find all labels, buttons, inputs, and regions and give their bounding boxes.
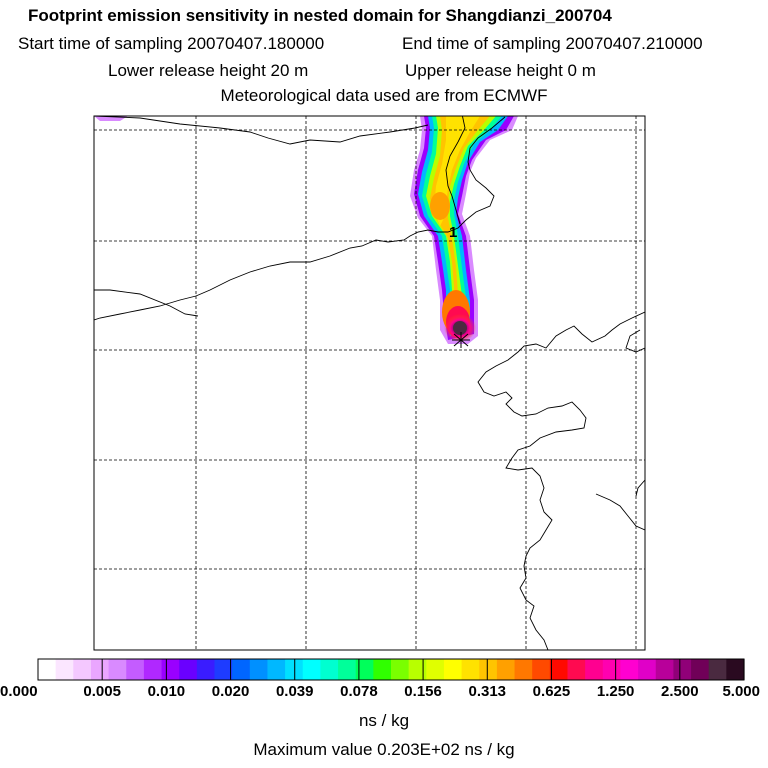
colorbar-swatch <box>267 659 286 680</box>
colorbar-swatch <box>391 659 410 680</box>
colorbar-swatch <box>479 659 498 680</box>
colorbar-tick-label: 0.078 <box>340 683 378 700</box>
colorbar-tick-label: 2.500 <box>661 683 699 700</box>
colorbar-swatch <box>708 659 727 680</box>
colorbar-swatch <box>232 659 251 680</box>
colorbar-swatch <box>214 659 233 680</box>
colorbar-swatch <box>161 659 180 680</box>
colorbar-swatch <box>355 659 374 680</box>
colorbar-swatch <box>126 659 145 680</box>
colorbar <box>37 658 745 681</box>
colorbar-swatch <box>549 659 569 680</box>
colorbar-swatch <box>585 659 604 680</box>
colorbar-swatch <box>496 659 516 680</box>
colorbar-tick-label: 0.156 <box>404 683 442 700</box>
colorbar-tick-label: 0.010 <box>147 683 186 700</box>
end-time-label: End time of sampling 20070407.210000 <box>402 34 703 53</box>
colorbar-swatch <box>655 659 674 680</box>
colorbar-swatch <box>108 659 127 680</box>
colorbar-swatch <box>620 659 639 680</box>
colorbar-swatch <box>373 659 392 680</box>
footprint-plume <box>94 116 518 344</box>
colorbar-tick-label: 0.625 <box>532 683 571 700</box>
colorbar-swatch <box>320 659 339 680</box>
map-area: 1 <box>94 116 645 650</box>
colorbar-swatch <box>285 659 304 680</box>
colorbar-swatch <box>196 659 216 680</box>
colorbar-swatch <box>514 659 533 680</box>
colorbar-swatch <box>726 659 745 680</box>
release-site-marker <box>452 332 470 348</box>
colorbar-tick-label: 1.250 <box>596 683 635 700</box>
colorbar-swatch <box>90 659 110 680</box>
colorbar-swatch <box>179 659 198 680</box>
colorbar-swatch <box>691 659 710 680</box>
colorbar-swatch <box>249 659 269 680</box>
colorbar-tick-label: 0.005 <box>83 683 121 700</box>
colorbar-swatch <box>532 659 551 680</box>
lower-release-label: Lower release height 20 m <box>108 61 309 80</box>
colorbar-swatch <box>602 659 622 680</box>
colorbar-swatch <box>443 659 463 680</box>
maximum-value-label: Maximum value 0.203E+02 ns / kg <box>253 740 515 759</box>
colorbar-swatch <box>408 659 427 680</box>
colorbar-units: ns / kg <box>358 711 410 730</box>
colorbar-swatch <box>638 659 657 680</box>
colorbar-swatch <box>38 659 57 680</box>
colorbar-swatch <box>461 659 480 680</box>
release-number-label: 1 <box>449 224 457 241</box>
start-time-label: Start time of sampling 20070407.180000 <box>18 34 325 53</box>
colorbar-swatch <box>55 659 74 680</box>
colorbar-tick-label: 0.020 <box>211 683 250 700</box>
coastlines <box>94 116 645 650</box>
upper-release-label: Upper release height 0 m <box>405 61 596 80</box>
colorbar-tick-label: 0.313 <box>468 683 507 700</box>
colorbar-swatch <box>673 659 692 680</box>
map-title: Footprint emission sensitivity in nested… <box>28 6 612 25</box>
colorbar-swatch <box>143 659 163 680</box>
colorbar-swatch <box>302 659 321 680</box>
colorbar-swatch <box>567 659 586 680</box>
colorbar-tick-label: 5.000 <box>722 683 760 700</box>
colorbar-frame <box>37 658 745 681</box>
map-frame <box>93 115 646 651</box>
colorbar-tick-label: 0.000 <box>0 683 38 700</box>
colorbar-swatch <box>73 659 92 680</box>
colorbar-swatch <box>338 659 357 680</box>
met-data-label: Meteorological data used are from ECMWF <box>220 86 548 105</box>
colorbar-tick-label: 0.039 <box>275 683 314 700</box>
graticule <box>94 116 645 650</box>
colorbar-swatch <box>426 659 445 680</box>
